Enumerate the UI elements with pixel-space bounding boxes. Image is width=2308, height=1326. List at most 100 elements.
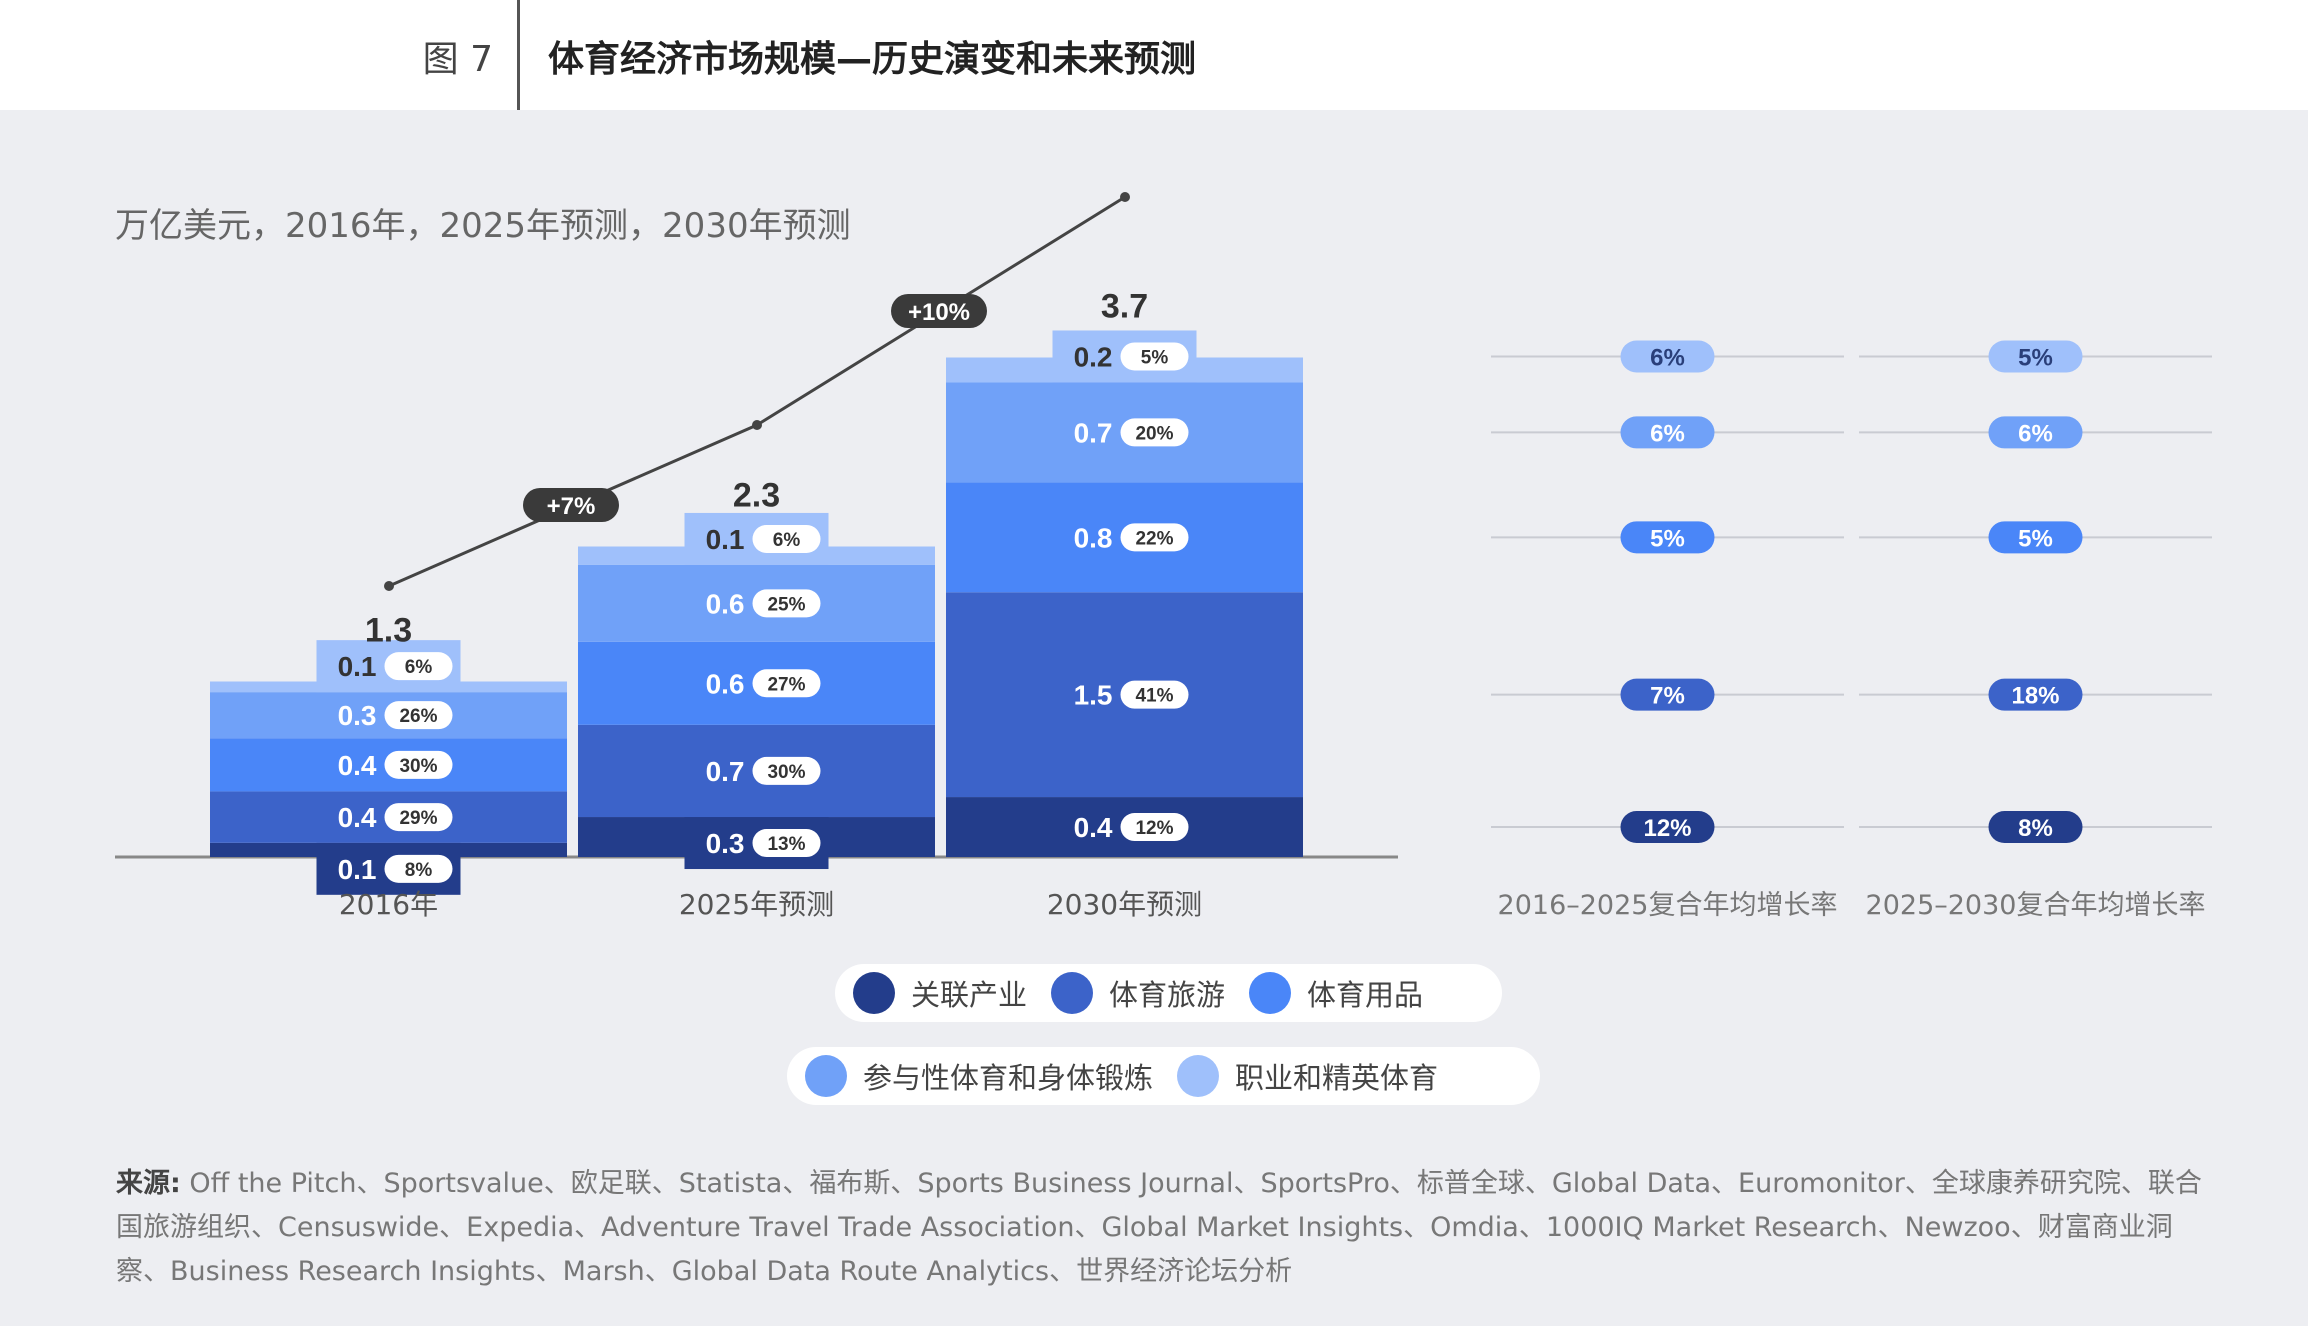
share-label: 26%	[399, 706, 437, 727]
share-pill	[752, 669, 821, 698]
bar-total: 3.7	[1101, 288, 1148, 326]
share-label: 29%	[399, 808, 437, 829]
share-label: 12%	[1135, 818, 1173, 839]
cagr-value: 7%	[1650, 683, 1685, 710]
cagr-value: 5%	[2018, 344, 2053, 371]
growth-point	[384, 581, 394, 591]
share-label: 27%	[767, 674, 805, 695]
share-label: 6%	[405, 657, 433, 678]
cagr-value: 6%	[1650, 344, 1685, 371]
legend-swatch	[1051, 972, 1094, 1014]
cagr-value: 5%	[2018, 525, 2053, 552]
share-label: 41%	[1135, 686, 1173, 707]
growth-badge-label: +7%	[547, 493, 596, 520]
segment-value: 0.6	[706, 668, 745, 699]
cagr-pill	[1620, 340, 1715, 373]
cagr-value: 18%	[2011, 683, 2059, 710]
segment-value: 0.4	[338, 802, 377, 833]
segment-value: 0.7	[706, 756, 745, 787]
share-label: 8%	[405, 860, 433, 881]
category-label: 2016年	[339, 888, 438, 921]
cagr-value: 6%	[2018, 420, 2053, 447]
legend-swatch	[853, 972, 895, 1014]
legend-row-1: 关联产业 体育旅游 体育用品	[835, 964, 1502, 1022]
share-pill	[384, 854, 453, 883]
legend-item: 关联产业	[853, 972, 1027, 1014]
legend-label: 体育旅游	[1109, 978, 1226, 1012]
share-pill	[752, 756, 821, 785]
segment-value: 0.4	[1074, 812, 1113, 843]
header-divider	[517, 0, 520, 110]
growth-badge	[891, 294, 987, 328]
share-label: 25%	[767, 594, 805, 615]
legend-label: 关联产业	[911, 978, 1028, 1012]
category-label: 2030年预测	[1047, 888, 1202, 921]
legend-swatch	[805, 1055, 847, 1097]
growth-badge-label: +10%	[908, 299, 970, 326]
cagr-pill	[1988, 811, 2083, 844]
share-pill	[384, 701, 453, 730]
share-pill	[752, 589, 821, 618]
share-pill	[384, 750, 453, 779]
share-pill	[384, 652, 453, 681]
share-label: 6%	[773, 530, 801, 551]
share-pill	[752, 524, 821, 553]
segment-value: 0.1	[338, 651, 377, 682]
bar-total: 2.3	[733, 477, 780, 515]
share-pill	[1120, 418, 1189, 447]
source-note: 来源: Off the Pitch、Sportsvalue、欧足联、Statis…	[116, 1162, 2226, 1294]
segment-value: 0.8	[1074, 522, 1113, 553]
cagr-value: 12%	[1643, 815, 1691, 842]
segment-value: 0.3	[706, 828, 745, 859]
cagr-pill	[1620, 416, 1715, 449]
cagr-value: 8%	[2018, 815, 2053, 842]
segment-value: 0.4	[338, 750, 377, 781]
share-label: 22%	[1135, 528, 1173, 549]
cagr-pill	[1988, 340, 2083, 373]
share-label: 30%	[399, 756, 437, 777]
legend-item: 体育用品	[1249, 972, 1423, 1014]
legend-label: 体育用品	[1307, 978, 1424, 1012]
share-label: 13%	[767, 834, 805, 855]
legend-item: 参与性体育和身体锻炼	[805, 1055, 1153, 1097]
legend-label: 参与性体育和身体锻炼	[863, 1061, 1154, 1095]
cagr-column-label: 2016–2025复合年均增长率	[1498, 890, 1838, 921]
bar-total: 1.3	[365, 612, 412, 650]
legend-swatch	[1177, 1055, 1220, 1097]
segment-value: 1.5	[1074, 680, 1113, 711]
growth-point	[752, 420, 762, 430]
legend-row-2: 参与性体育和身体锻炼 职业和精英体育	[787, 1047, 1540, 1105]
segment-value: 0.1	[338, 854, 377, 885]
cagr-value: 5%	[1650, 525, 1685, 552]
cagr-pill	[1620, 521, 1715, 554]
cagr-pill	[1988, 678, 2083, 711]
segment-value: 0.3	[338, 700, 377, 731]
share-pill	[1120, 342, 1189, 371]
cagr-pill	[1988, 416, 2083, 449]
segment-value: 0.6	[706, 588, 745, 619]
share-pill	[1120, 680, 1189, 709]
source-label: 来源:	[116, 1168, 181, 1199]
figure-number: 图 7	[422, 39, 493, 80]
chart-title: 体育经济市场规模—历史演变和未来预测	[548, 39, 1197, 80]
growth-point	[1120, 192, 1130, 202]
category-label: 2025年预测	[679, 888, 834, 921]
legend-item: 体育旅游	[1051, 972, 1225, 1014]
segment-value: 0.1	[706, 524, 745, 555]
growth-badge	[523, 488, 619, 522]
chart-subtitle: 万亿美元，2016年，2025年预测，2030年预测	[115, 206, 851, 246]
share-label: 5%	[1141, 347, 1169, 368]
legend-swatch	[1249, 972, 1292, 1014]
share-pill	[1120, 813, 1189, 842]
legend-item: 职业和精英体育	[1177, 1055, 1438, 1097]
cagr-pill	[1620, 678, 1715, 711]
share-pill	[752, 829, 821, 858]
cagr-column-label: 2025–2030复合年均增长率	[1866, 890, 2206, 921]
share-pill	[384, 803, 453, 832]
legend-label: 职业和精英体育	[1235, 1061, 1439, 1095]
cagr-pill	[1620, 811, 1715, 844]
source-text: Off the Pitch、Sportsvalue、欧足联、Statista、福…	[116, 1168, 2202, 1287]
cagr-pill	[1988, 521, 2083, 554]
cagr-value: 6%	[1650, 420, 1685, 447]
